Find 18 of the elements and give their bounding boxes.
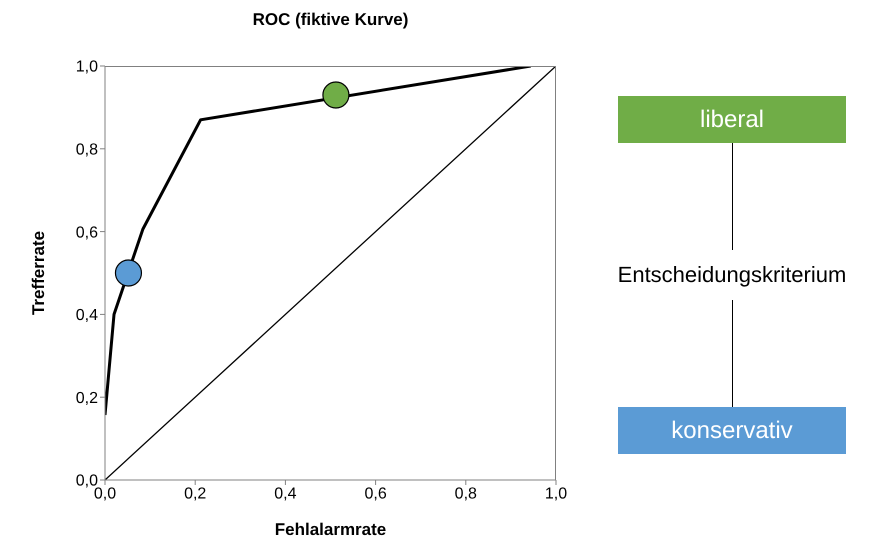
legend-title: Entscheidungskriterium [618,261,846,289]
text: konservativ [618,407,846,454]
y-tick-label: 0,2 [76,390,98,407]
x-tick-label: 0,4 [274,485,297,502]
text: liberal [618,96,846,143]
y-tick-label: 1,0 [76,58,98,76]
x-axis-title: Fehlalarmrate [274,520,386,540]
x-tick-label: 1,0 [544,485,568,502]
y-tick-label: 0,6 [76,224,98,242]
x-tick-label: 0,6 [364,485,387,502]
line-series [105,66,532,416]
x-tick-label: 0,0 [94,485,116,502]
x-tick-label: 0,8 [454,485,478,502]
y-axis-title: Trefferrate [29,230,48,316]
x-tick-label: 0,2 [184,485,206,502]
y-tick-label: 0,4 [76,307,98,324]
chart-title: ROC (fiktive Kurve) [252,10,410,30]
y-tick-label: 0,8 [76,141,98,158]
